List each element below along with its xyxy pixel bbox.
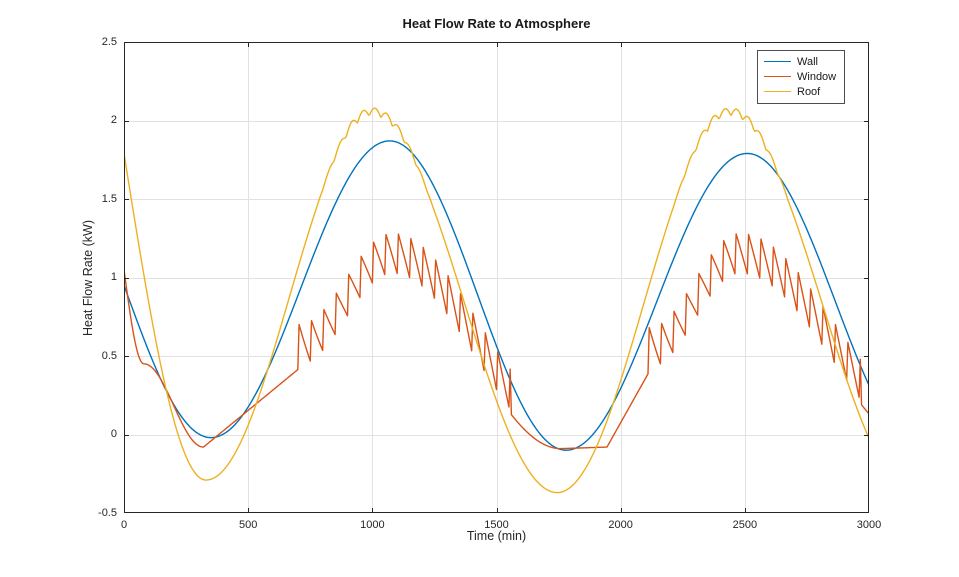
y-tick-label: 2.5	[101, 35, 117, 48]
legend-item-window[interactable]: Window	[764, 69, 836, 84]
legend: Wall Window Roof	[757, 50, 846, 104]
x-tick-label: 2500	[732, 519, 758, 531]
legend-label: Roof	[797, 85, 821, 98]
legend-label: Window	[797, 70, 837, 83]
axes-box	[124, 42, 869, 513]
legend-item-roof[interactable]: Roof	[764, 84, 836, 99]
y-tick-label: 0	[110, 428, 117, 440]
x-tick-label: 2000	[608, 519, 633, 531]
plot-svg	[124, 42, 869, 513]
series-line-wall	[124, 140, 869, 451]
y-tick-label: 1	[110, 271, 117, 283]
x-tick-label: 3000	[856, 519, 882, 531]
y-tick-label: 0.5	[101, 349, 117, 362]
legend-line-swatch-roof	[764, 91, 791, 92]
x-tick-label: 500	[238, 519, 258, 531]
y-tick-label: -0.5	[98, 506, 117, 519]
series-line-window	[124, 233, 869, 450]
x-axis-label: Time (min)	[466, 529, 527, 543]
x-tick-label: 0	[120, 519, 128, 531]
chart-title: Heat Flow Rate to Atmosphere	[402, 16, 591, 31]
legend-line-swatch-wall	[764, 61, 791, 62]
series-line-roof	[124, 107, 869, 494]
legend-line-swatch-window	[764, 76, 791, 77]
y-tick-label: 1.5	[101, 192, 117, 205]
x-tick-label: 1000	[360, 519, 385, 531]
x-tick-label: 1500	[484, 519, 509, 531]
y-tick-label: 2	[110, 114, 117, 126]
legend-label: Wall	[797, 55, 818, 68]
plot-area: Wall Window Roof	[124, 42, 869, 513]
legend-item-wall[interactable]: Wall	[764, 54, 836, 69]
